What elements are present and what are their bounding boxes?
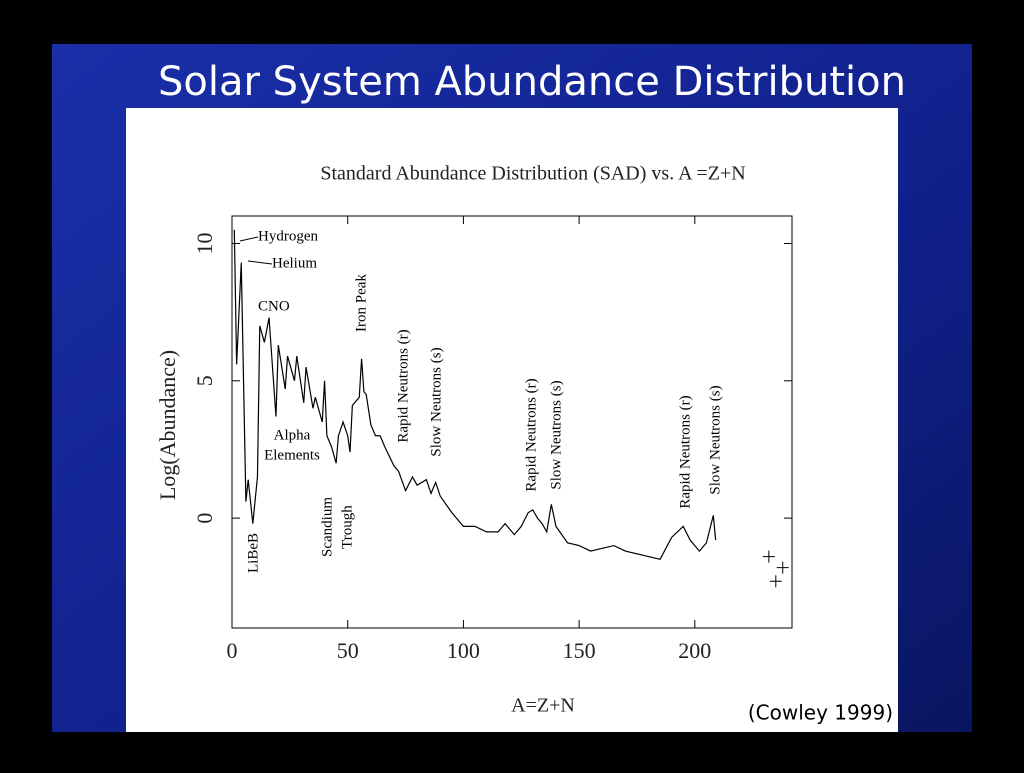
y-axis-label: Log(Abundance) — [155, 350, 180, 500]
annotation: Trough — [339, 505, 355, 549]
annotation: Helium — [272, 255, 317, 271]
x-tick-label: 50 — [337, 638, 359, 663]
annotation: Rapid Neutrons (r) — [523, 378, 539, 491]
y-tick-label: 10 — [192, 232, 217, 254]
annotation: Alpha — [274, 427, 311, 443]
annotation: LiBeB — [245, 533, 261, 573]
annotation: Rapid Neutrons (r) — [677, 395, 693, 508]
annotation: Scandium — [319, 497, 335, 557]
point-marker — [762, 550, 775, 563]
annotation: Iron Peak — [353, 274, 369, 332]
pointer — [239, 236, 259, 242]
annotation: Rapid Neutrons (r) — [395, 329, 411, 442]
plot-frame — [231, 215, 793, 629]
abundance-line — [233, 229, 717, 561]
slide-title: Solar System Abundance Distribution — [158, 59, 906, 105]
citation: (Cowley 1999) — [748, 701, 893, 725]
annotation: CNO — [258, 298, 290, 314]
x-axis-label: A=Z+N — [511, 695, 575, 717]
x-tick-label: 150 — [563, 638, 596, 663]
chart-panel — [126, 108, 898, 732]
annotation: Slow Neutrons (s) — [548, 380, 564, 489]
chart-title: Standard Abundance Distribution (SAD) vs… — [320, 163, 745, 185]
point-marker — [769, 575, 782, 588]
pointer — [247, 260, 273, 265]
y-tick-label: 0 — [192, 513, 217, 524]
annotation: Elements — [264, 447, 320, 463]
y-tick-label: 5 — [192, 375, 217, 386]
x-tick-label: 100 — [447, 638, 480, 663]
x-tick-label: 200 — [678, 638, 711, 663]
annotation: Slow Neutrons (s) — [707, 385, 723, 494]
point-marker — [776, 561, 789, 574]
annotation: Hydrogen — [258, 228, 318, 244]
annotation: Slow Neutrons (s) — [428, 347, 444, 456]
x-tick-label: 0 — [227, 638, 238, 663]
